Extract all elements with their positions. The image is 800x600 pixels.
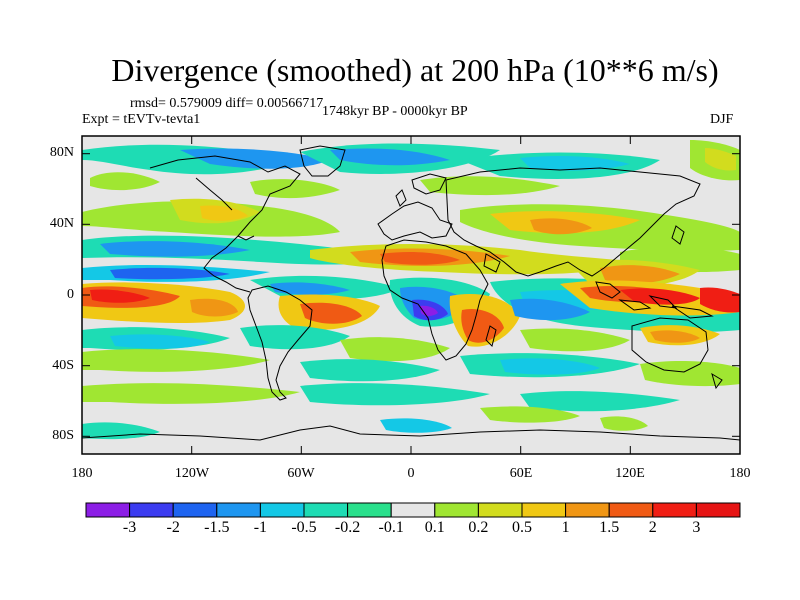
colorbar-label: 0.1 bbox=[424, 519, 445, 536]
colorbar-label: 2 bbox=[648, 519, 657, 536]
colorbar-box bbox=[129, 502, 174, 518]
colorbar-box bbox=[303, 502, 349, 518]
colorbar-box bbox=[347, 502, 392, 518]
lat-label-80n: 80N bbox=[49, 145, 74, 160]
stats-label: rmsd= 0.579009 diff= 0.00566717 bbox=[130, 96, 324, 111]
colorbar-box bbox=[477, 502, 523, 518]
colorbar-label: 1 bbox=[561, 519, 570, 536]
lon-label-60w: 60W bbox=[287, 466, 315, 481]
colorbar-box bbox=[434, 502, 479, 518]
season-label: DJF bbox=[710, 112, 734, 127]
coastlines bbox=[82, 145, 740, 441]
colorbar-box bbox=[172, 502, 218, 518]
colorbar-box bbox=[652, 502, 697, 518]
colorbar-box bbox=[390, 502, 436, 518]
colorbar-label: -1 bbox=[253, 519, 268, 536]
colorbar-label: 0.2 bbox=[468, 519, 489, 536]
lon-label-180e: 180 bbox=[729, 466, 751, 481]
lat-label-80s: 80S bbox=[52, 428, 74, 443]
lon-label-0: 0 bbox=[407, 466, 415, 481]
lat-label-40s: 40S bbox=[52, 358, 74, 373]
colorbar-label: -1.5 bbox=[204, 519, 230, 536]
colorbar-label: -0.5 bbox=[291, 519, 317, 536]
lon-label-180w: 180 bbox=[71, 466, 93, 481]
axis-ticks bbox=[81, 136, 741, 454]
colorbar-label: -0.2 bbox=[334, 519, 361, 536]
colorbar-box bbox=[695, 502, 741, 518]
colorbar-label: -0.1 bbox=[378, 519, 404, 536]
colorbar-label: 1.5 bbox=[599, 519, 620, 536]
lon-label-120w: 120W bbox=[174, 466, 210, 481]
lat-label-0: 0 bbox=[67, 287, 74, 302]
colorbar-box bbox=[521, 502, 567, 518]
lon-label-120e: 120E bbox=[615, 466, 645, 481]
colorbar-label: -2 bbox=[166, 519, 180, 536]
period-label: 1748kyr BP - 0000kyr BP bbox=[322, 104, 468, 119]
lon-label-60e: 60E bbox=[509, 466, 533, 481]
colorbar-box bbox=[259, 502, 305, 518]
colorbar-label: 3 bbox=[692, 519, 701, 536]
colorbar-label: 0.5 bbox=[512, 519, 532, 536]
colorbar-box bbox=[216, 502, 261, 518]
divergence-field bbox=[82, 140, 740, 440]
colorbar-box bbox=[608, 502, 654, 518]
experiment-label: Expt = tEVTv-tevta1 bbox=[82, 112, 201, 127]
colorbar-box bbox=[565, 502, 610, 518]
lat-label-40n: 40N bbox=[49, 216, 74, 231]
colorbar bbox=[85, 502, 741, 518]
colorbar-box bbox=[85, 502, 131, 518]
plot-title: Divergence (smoothed) at 200 hPa (10**6 … bbox=[111, 52, 719, 88]
colorbar-label: -3 bbox=[122, 519, 137, 536]
